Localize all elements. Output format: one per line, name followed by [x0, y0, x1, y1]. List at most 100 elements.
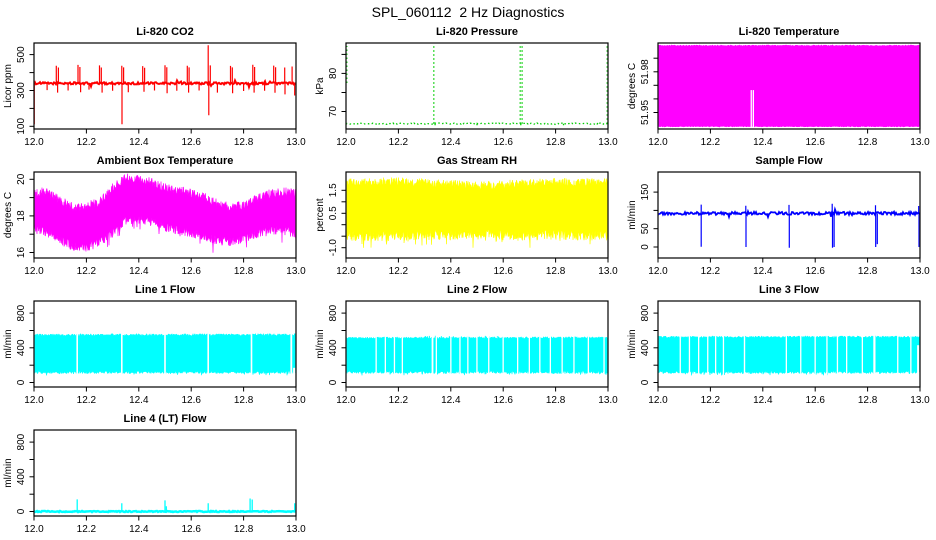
panel-li820-co2: Li-820 CO2 12.0 12.2 12.4 12.6 12.8 13.0 100 30…: [0, 24, 312, 153]
x-tick-label: 12.6: [805, 137, 825, 148]
x-tick-label: 12.2: [701, 137, 721, 148]
x-tick-label: 12.0: [648, 266, 668, 277]
x-tick-label: 12.2: [77, 137, 97, 148]
band-gap: [76, 330, 78, 377]
plot-box: [33, 42, 297, 130]
y-axis-label: degrees C: [627, 63, 638, 109]
band-gap: [250, 330, 253, 377]
band-gap: [393, 333, 396, 377]
x-tick-label: 12.8: [234, 524, 254, 535]
panel-title: Line 3 Flow: [759, 284, 819, 296]
plot-box: [33, 429, 297, 517]
x-axis: 12.0 12.2 12.4 12.6 12.8 13.0: [648, 258, 930, 277]
y-axis-label: ml/min: [627, 329, 638, 358]
panel-title: Gas Stream RH: [436, 155, 518, 167]
x-tick-label: 12.8: [858, 266, 878, 277]
x-axis: 12.0 12.2 12.4 12.6 12.8 13.0: [648, 387, 930, 406]
x-tick-label: 12.2: [701, 266, 721, 277]
y-tick-label: 0: [640, 244, 651, 250]
band-gap: [528, 333, 530, 377]
y-axis-label: kPa: [315, 77, 326, 95]
x-tick-label: 12.0: [24, 395, 44, 406]
x-tick-label: 12.6: [493, 266, 513, 277]
x-tick-label: 12.6: [493, 395, 513, 406]
x-tick-label: 12.0: [648, 395, 668, 406]
x-tick-label: 12.4: [129, 524, 149, 535]
panel-title: Line 4 (LT) Flow: [123, 413, 207, 425]
y-tick-label: 300: [16, 82, 27, 99]
x-tick-label: 13.0: [598, 266, 618, 277]
x-tick-label: 12.8: [546, 137, 566, 148]
x-tick-label: 12.0: [24, 524, 44, 535]
x-axis: 12.0 12.2 12.4 12.6 12.8 13.0: [24, 387, 306, 406]
band-gap: [502, 333, 504, 377]
panel-sample-flow: Sample Flow 12.0 12.2 12.4 12.6 12.8 13.0 0 50 1…: [624, 153, 936, 282]
y-tick-label: 800: [16, 304, 27, 321]
x-tick-label: 13.0: [598, 137, 618, 148]
y-tick-label: 50: [640, 223, 651, 235]
y-axis-label: Licor ppm: [3, 64, 14, 108]
x-tick-label: 12.0: [24, 266, 44, 277]
x-tick-label: 12.4: [753, 137, 773, 148]
x-tick-label: 12.4: [441, 137, 461, 148]
series-spike_line: [346, 44, 608, 127]
series-band: [346, 333, 608, 377]
band-gap: [679, 332, 681, 377]
y-tick-label: 0: [640, 379, 651, 385]
series-spike_line: [658, 203, 920, 248]
series-band: [34, 173, 296, 253]
plot-box: [657, 171, 921, 259]
y-tick-label: 150: [640, 183, 651, 200]
x-tick-label: 13.0: [286, 524, 306, 535]
x-tick-label: 13.0: [910, 266, 930, 277]
x-tick-label: 13.0: [910, 395, 930, 406]
x-tick-label: 12.2: [701, 395, 721, 406]
band-gap: [750, 90, 752, 129]
x-axis: 12.0 12.2 12.4 12.6 12.8 13.0: [336, 387, 618, 406]
y-tick-label: 51.95: [640, 100, 651, 125]
band-gap: [293, 367, 296, 377]
plot-box: [345, 42, 609, 130]
band-gap: [897, 332, 899, 377]
y-tick-label: 70: [328, 106, 339, 118]
x-tick-label: 12.4: [129, 266, 149, 277]
figure-title: SPL_060112 2 Hz Diagnostics: [371, 4, 565, 20]
band-gap: [121, 330, 123, 377]
band-gap: [873, 332, 876, 377]
x-tick-label: 12.2: [77, 395, 97, 406]
y-tick-label: 400: [16, 468, 27, 485]
x-tick-label: 13.0: [910, 137, 930, 148]
x-tick-label: 12.0: [24, 137, 44, 148]
y-tick-label: 0: [16, 508, 27, 514]
y-tick-label: 800: [16, 433, 27, 450]
x-tick-label: 13.0: [286, 266, 306, 277]
band-gap: [488, 333, 490, 377]
x-tick-label: 12.6: [181, 266, 201, 277]
x-tick-label: 12.6: [805, 395, 825, 406]
panel-li820-pressure: Li-820 Pressure 12.0 12.2 12.4 12.6 12.8 13.0…: [312, 24, 624, 153]
y-tick-label: 100: [16, 118, 27, 135]
band-gap: [517, 333, 519, 377]
band-gap: [450, 333, 452, 377]
band-gap: [698, 332, 700, 377]
panel-title: Line 1 Flow: [135, 284, 195, 296]
band-gap: [826, 332, 828, 377]
panel-title: Ambient Box Temperature: [96, 155, 234, 167]
x-tick-label: 12.0: [336, 266, 356, 277]
band-gap: [164, 330, 166, 377]
panel-title: Li-820 Pressure: [436, 26, 518, 38]
plot-box: [657, 300, 921, 388]
y-axis-label: ml/min: [315, 329, 326, 358]
x-tick-label: 12.8: [234, 395, 254, 406]
band-gap: [800, 332, 802, 377]
y-axis-label: degrees C: [3, 192, 14, 238]
band-gap: [836, 332, 839, 377]
band-gap: [587, 333, 589, 377]
x-tick-label: 12.6: [805, 266, 825, 277]
x-axis: 12.0 12.2 12.4 12.6 12.8 13.0: [24, 258, 306, 277]
series-band: [34, 330, 296, 377]
